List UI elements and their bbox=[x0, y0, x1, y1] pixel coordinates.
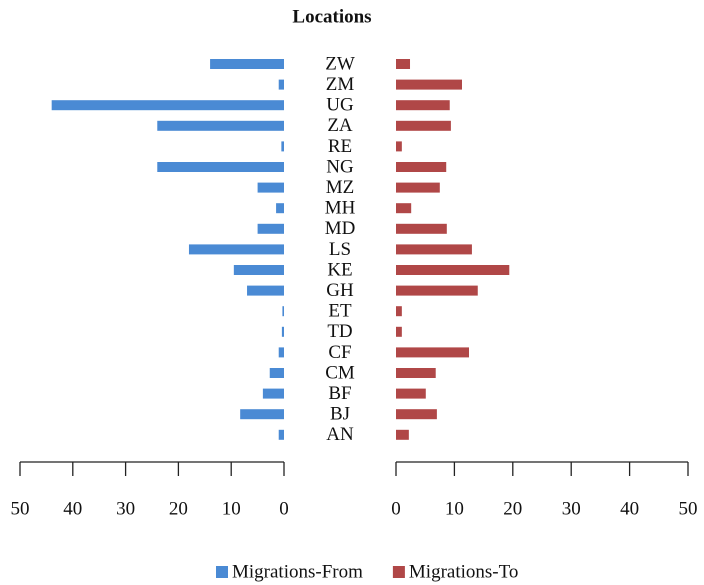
chart-title: Locations bbox=[292, 6, 371, 27]
bar bbox=[157, 121, 284, 131]
category-label: ET bbox=[328, 301, 352, 322]
category-label: LS bbox=[329, 239, 351, 260]
bar bbox=[396, 121, 451, 131]
category-label: AN bbox=[326, 424, 354, 445]
bar bbox=[258, 224, 284, 234]
bar bbox=[396, 224, 447, 234]
bar bbox=[282, 327, 284, 337]
bar bbox=[396, 327, 402, 337]
bar bbox=[396, 347, 469, 357]
bar bbox=[157, 162, 284, 172]
category-label: CF bbox=[328, 342, 351, 363]
category-label: TD bbox=[327, 321, 352, 342]
x-tick-label: 50 bbox=[679, 498, 698, 519]
category-label: MZ bbox=[326, 177, 355, 198]
legend-label: Migrations-To bbox=[409, 561, 519, 582]
category-label: RE bbox=[328, 136, 352, 157]
category-label: KE bbox=[327, 259, 352, 280]
bar bbox=[258, 183, 284, 193]
x-tick-label: 10 bbox=[222, 498, 241, 519]
bar bbox=[396, 286, 478, 296]
x-tick-label: 0 bbox=[391, 498, 401, 519]
bar bbox=[234, 265, 284, 275]
x-tick-label: 50 bbox=[11, 498, 30, 519]
bar bbox=[240, 409, 284, 419]
category-label: ZW bbox=[325, 53, 355, 74]
category-label: ZA bbox=[327, 115, 353, 136]
bar bbox=[282, 306, 284, 316]
bar bbox=[396, 265, 509, 275]
bar bbox=[396, 409, 437, 419]
bar bbox=[263, 389, 284, 399]
x-tick-label: 20 bbox=[503, 498, 522, 519]
bar bbox=[52, 100, 284, 110]
bar bbox=[396, 244, 472, 254]
category-label: UG bbox=[326, 95, 354, 116]
category-label: NG bbox=[326, 156, 354, 177]
bar bbox=[247, 286, 284, 296]
x-tick-label: 10 bbox=[445, 498, 464, 519]
category-label: GH bbox=[326, 280, 354, 301]
bar bbox=[279, 80, 284, 90]
category-label: MH bbox=[325, 198, 356, 219]
bar bbox=[396, 306, 402, 316]
legend-label: Migrations-From bbox=[232, 561, 363, 582]
bar bbox=[396, 368, 436, 378]
bar bbox=[396, 59, 410, 69]
legend-swatch bbox=[216, 566, 228, 578]
bar bbox=[396, 100, 450, 110]
bar bbox=[396, 141, 402, 151]
bar bbox=[396, 203, 411, 213]
category-label: MD bbox=[325, 218, 356, 239]
x-tick-label: 30 bbox=[116, 498, 135, 519]
bar bbox=[279, 430, 284, 440]
bar bbox=[189, 244, 284, 254]
category-label: BJ bbox=[330, 404, 350, 425]
x-tick-label: 30 bbox=[562, 498, 581, 519]
category-label: ZM bbox=[326, 74, 355, 95]
bar bbox=[279, 347, 284, 357]
bar bbox=[276, 203, 284, 213]
category-label: BF bbox=[328, 383, 351, 404]
bar bbox=[281, 141, 284, 151]
bar bbox=[210, 59, 284, 69]
bar bbox=[270, 368, 284, 378]
x-tick-label: 40 bbox=[63, 498, 82, 519]
category-label: CM bbox=[325, 362, 355, 383]
bar bbox=[396, 162, 446, 172]
bar bbox=[396, 183, 440, 193]
x-tick-label: 0 bbox=[279, 498, 289, 519]
bar bbox=[396, 389, 426, 399]
x-tick-label: 40 bbox=[620, 498, 639, 519]
bar bbox=[396, 80, 462, 90]
x-tick-label: 20 bbox=[169, 498, 188, 519]
bar bbox=[396, 430, 409, 440]
legend-swatch bbox=[393, 566, 405, 578]
chart: Locations ZWZMUGZARENGMZMHMDLSKEGHETTDCF… bbox=[0, 0, 704, 585]
